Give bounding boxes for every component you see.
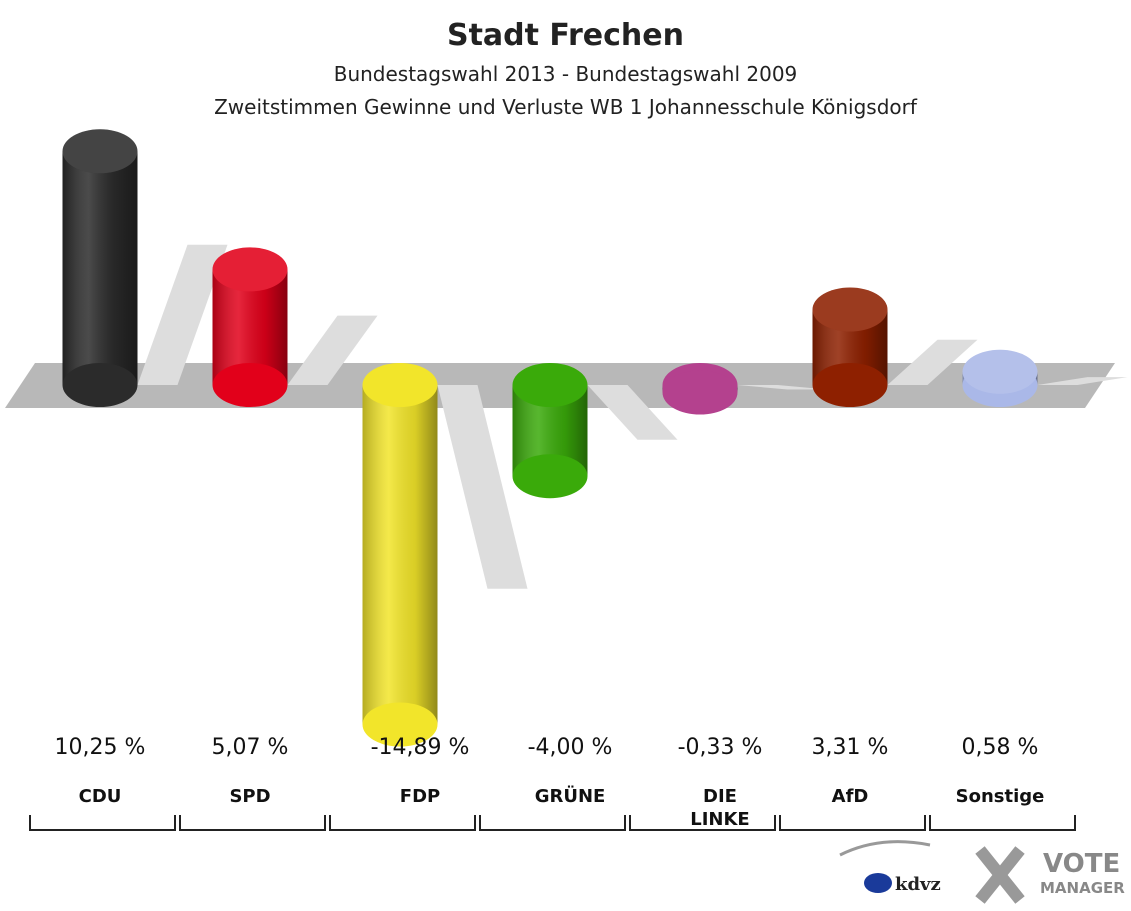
bar-end: [212, 363, 288, 407]
bar-end: [512, 363, 588, 407]
shading: [212, 247, 288, 292]
shading: [812, 287, 888, 332]
bar-shadow: [737, 385, 828, 390]
value-label: 3,31 %: [811, 735, 889, 760]
x-brackets: [29, 815, 1076, 831]
bar-end: [362, 702, 438, 747]
chart-subtitle: Zweitstimmen Gewinne und Verluste WB 1 J…: [214, 95, 917, 119]
x-tick-label: CDU: [78, 786, 122, 807]
logo-text: kdvz: [895, 874, 941, 895]
bar-end: [212, 247, 288, 292]
bar-shadow: [137, 244, 228, 385]
x-tick-label: GRÜNE: [534, 786, 606, 807]
value-label: -4,00 %: [527, 735, 613, 760]
chart-subtitle: Bundestagswahl 2013 - Bundestagswahl 200…: [333, 62, 798, 86]
x-tick-label: FDP: [399, 786, 441, 807]
bar-end: [962, 349, 1038, 394]
value-label: 10,25 %: [54, 735, 146, 760]
bar-end: [62, 363, 138, 407]
logo-text: MANAGER: [1040, 879, 1125, 897]
bar-shadow: [587, 385, 678, 440]
shading: [513, 454, 588, 498]
shading: [663, 371, 738, 415]
bar-shadow: [437, 385, 528, 589]
bar-shadow: [287, 315, 378, 385]
bar-end: [512, 454, 588, 499]
shading: [62, 129, 138, 174]
value-label: 0,58 %: [961, 735, 1039, 760]
value-label: 5,07 %: [211, 735, 289, 760]
chart-title: Stadt Frechen: [446, 18, 684, 53]
bar-shadow: [1037, 377, 1128, 385]
shading: [62, 151, 138, 385]
shading: [362, 385, 438, 725]
logo-text: VOTE: [1043, 849, 1120, 879]
bar-end: [362, 363, 438, 407]
bar-shadow: [887, 339, 978, 385]
shading: [962, 349, 1038, 394]
x-tick-label: Sonstige: [955, 786, 1045, 807]
x-tick-label: DIE LINKE: [690, 786, 750, 830]
bar-end: [812, 287, 888, 332]
bar-end: [62, 129, 138, 174]
bar-end: [812, 363, 888, 407]
x-tick-label: SPD: [229, 786, 271, 807]
bar-end: [662, 370, 738, 415]
x-tick-label: AfD: [831, 786, 869, 807]
value-label: -14,89 %: [370, 735, 470, 760]
value-label: -0,33 %: [677, 735, 763, 760]
logo: kdvz VOTE MANAGER: [839, 840, 1125, 904]
